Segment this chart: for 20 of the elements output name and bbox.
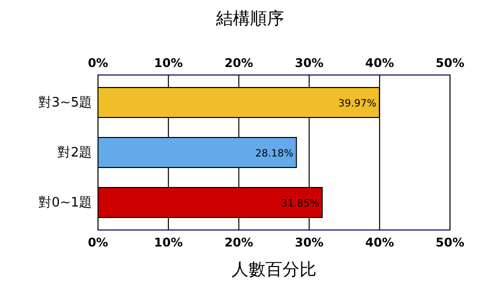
- x-tick-label: 20%: [224, 236, 254, 250]
- y-tick-label: 對3~5題: [38, 96, 92, 111]
- x-tick-label: 50%: [436, 236, 464, 250]
- data-label: 39.97%: [338, 98, 376, 110]
- data-label: 31.85%: [281, 198, 320, 210]
- x2-tick-label: 0%: [88, 56, 108, 70]
- x-tick-label: 0%: [88, 236, 108, 250]
- y-tick-label: 對0~1題: [38, 196, 92, 211]
- x-axis-title: 人數百分比: [232, 260, 316, 280]
- chart-title: 結構順序: [215, 9, 284, 29]
- x-tick-label: 40%: [365, 236, 394, 250]
- x2-tick-label: 40%: [365, 56, 394, 70]
- y-tick-label: 對2題: [58, 146, 92, 161]
- x-tick-label: 30%: [294, 236, 324, 250]
- x-tick-label: 10%: [154, 236, 183, 250]
- x2-tick-label: 30%: [294, 56, 324, 70]
- data-label: 28.18%: [255, 148, 294, 160]
- x2-tick-label: 10%: [154, 56, 183, 70]
- x2-tick-label: 20%: [224, 56, 254, 70]
- x2-tick-label: 50%: [436, 56, 464, 70]
